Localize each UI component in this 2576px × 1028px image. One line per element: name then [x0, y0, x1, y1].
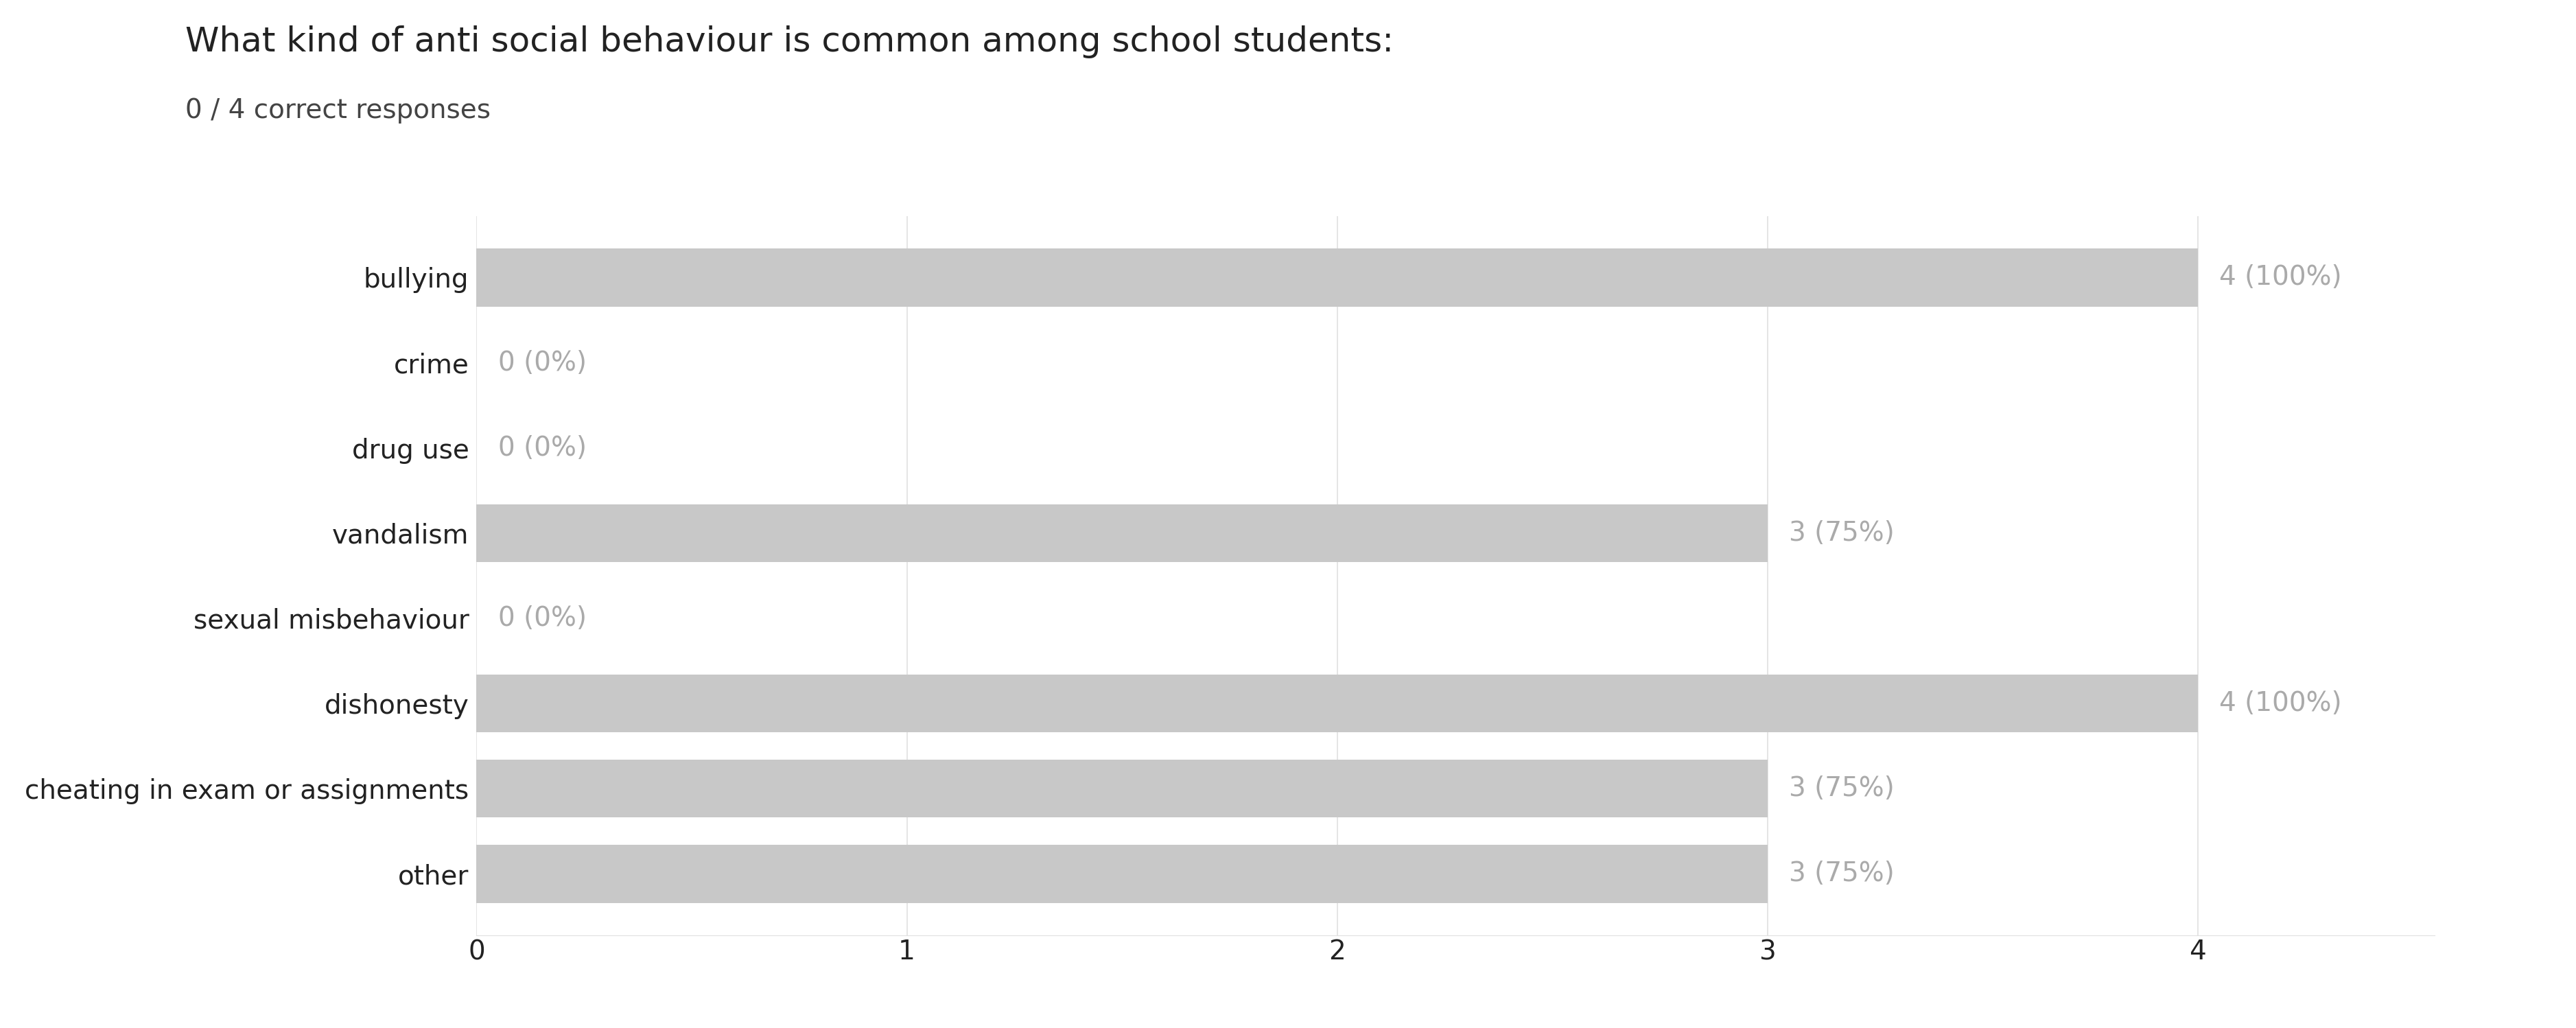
Text: What kind of anti social behaviour is common among school students:: What kind of anti social behaviour is co… — [185, 26, 1394, 59]
Bar — [477, 504, 1767, 562]
Text: 0 (0%): 0 (0%) — [497, 350, 587, 376]
Text: 3 (75%): 3 (75%) — [1788, 775, 1893, 802]
Text: 0 (0%): 0 (0%) — [497, 605, 587, 631]
Bar — [477, 674, 2197, 732]
Text: 3 (75%): 3 (75%) — [1788, 520, 1893, 546]
Text: 3 (75%): 3 (75%) — [1788, 860, 1893, 887]
Text: 4 (100%): 4 (100%) — [2218, 691, 2342, 717]
Bar — [477, 760, 1767, 817]
Text: 0 / 4 correct responses: 0 / 4 correct responses — [185, 98, 492, 123]
Text: 4 (100%): 4 (100%) — [2218, 264, 2342, 291]
Bar — [477, 845, 1767, 903]
Text: 0 (0%): 0 (0%) — [497, 435, 587, 461]
Bar — [477, 249, 2197, 306]
